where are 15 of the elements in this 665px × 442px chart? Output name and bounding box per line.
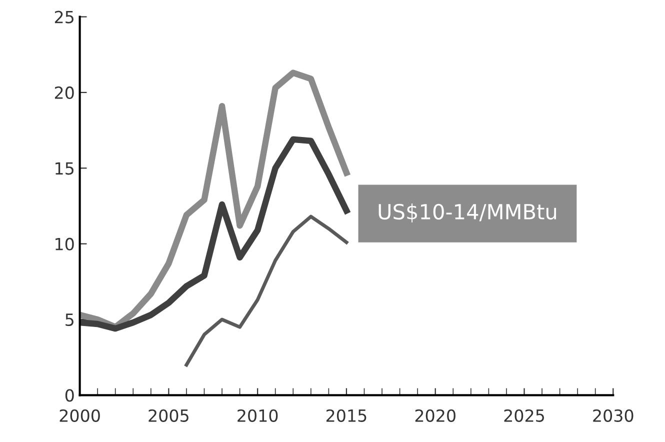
y-tick-label: 5 [66, 314, 74, 326]
x-tick-label: 2010 [238, 409, 278, 422]
x-tick-label: 2020 [415, 409, 456, 422]
x-tick-label: 2000 [60, 409, 100, 422]
x-tick-label: 2015 [326, 409, 366, 422]
x-tick-label: 2030 [593, 409, 634, 422]
x-tick-label: 2005 [148, 409, 188, 422]
y-tick-label: 10 [56, 238, 74, 250]
x-tick-label: 2025 [504, 409, 544, 422]
y-tick-label: 0 [65, 389, 74, 402]
annotation: US$10-14/MMBtu [378, 203, 556, 222]
line-series [184, 214, 348, 367]
y-tick-label: 15 [56, 162, 74, 175]
y-tick-label: 20 [54, 86, 74, 100]
y-tick-label: 25 [54, 10, 74, 24]
